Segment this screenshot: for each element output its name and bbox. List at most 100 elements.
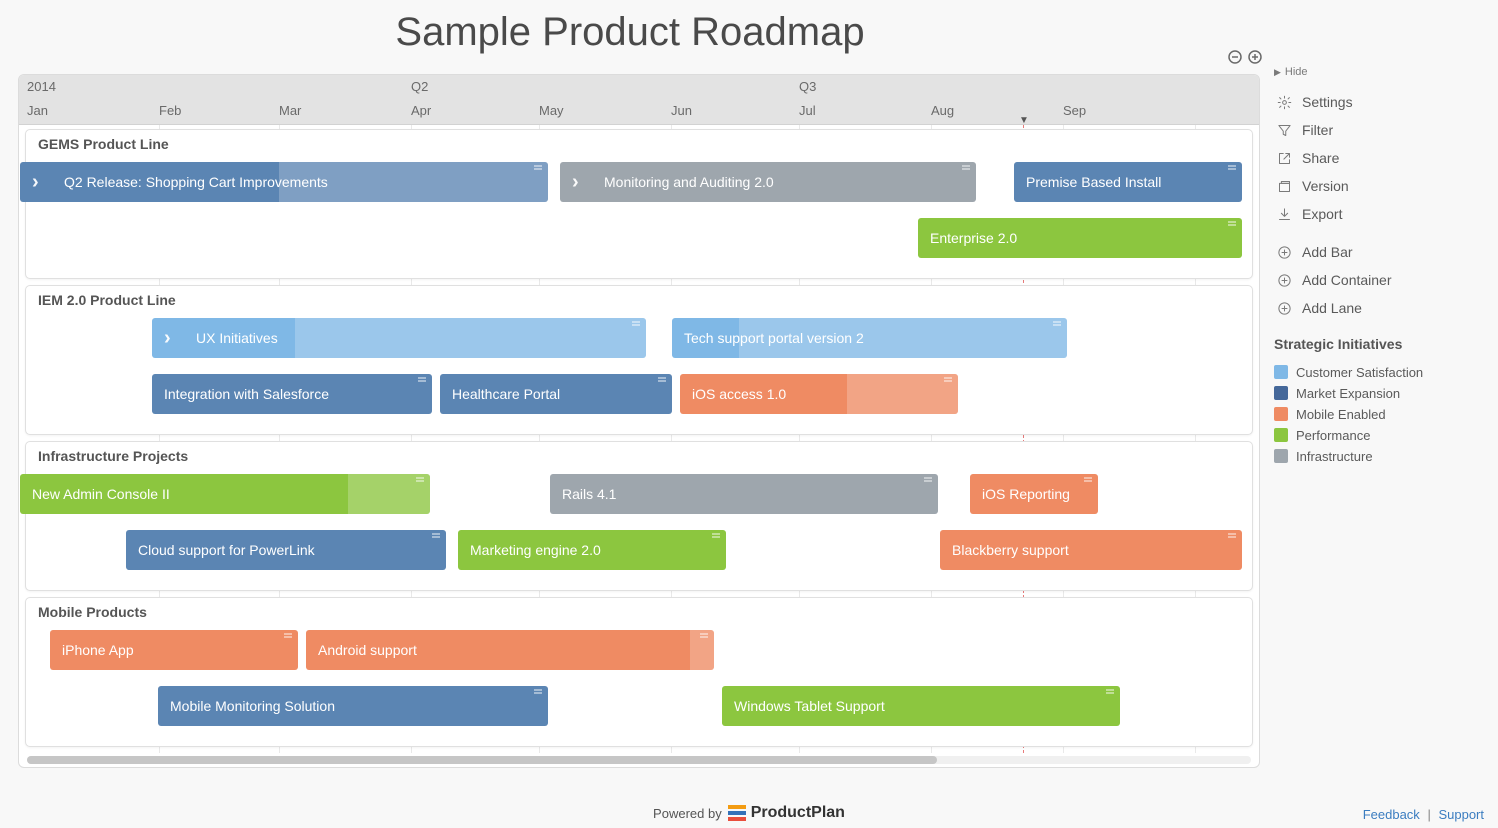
roadmap-bar[interactable]: Marketing engine 2.0 — [458, 530, 726, 570]
drag-handle-icon[interactable] — [416, 477, 424, 483]
month-label: Jun — [671, 103, 692, 118]
drag-handle-icon[interactable] — [962, 165, 970, 171]
roadmap-bar[interactable]: iPhone App — [50, 630, 298, 670]
footer-separator: | — [1427, 807, 1430, 822]
sidebar-item-version[interactable]: Version — [1272, 172, 1482, 200]
roadmap-bar[interactable]: ›Monitoring and Auditing 2.0 — [560, 162, 976, 202]
sidebar-item-label: Version — [1302, 178, 1349, 194]
drag-handle-icon[interactable] — [432, 533, 440, 539]
timeline-body: GEMS Product Line ›Q2 Release: Shopping C… — [19, 125, 1259, 753]
sidebar-item-label: Add Container — [1302, 272, 1392, 288]
drag-handle-icon[interactable] — [1228, 165, 1236, 171]
sidebar-item-add-bar[interactable]: Add Bar — [1272, 238, 1482, 266]
drag-handle-icon[interactable] — [944, 377, 952, 383]
sidebar-item-label: Settings — [1302, 94, 1353, 110]
drag-handle-icon[interactable] — [534, 689, 542, 695]
footer-links: Feedback | Support — [1363, 807, 1484, 822]
bar-label: Mobile Monitoring Solution — [170, 698, 335, 714]
sidebar-item-add-container[interactable]: Add Container — [1272, 266, 1482, 294]
drag-handle-icon[interactable] — [700, 633, 708, 639]
drag-handle-icon[interactable] — [534, 165, 542, 171]
roadmap-bar[interactable]: Tech support portal version 2 — [672, 318, 1067, 358]
sidebar-item-settings[interactable]: Settings — [1272, 88, 1482, 116]
sidebar-item-export[interactable]: Export — [1272, 200, 1482, 228]
roadmap-bar[interactable]: iOS access 1.0 — [680, 374, 958, 414]
drag-handle-icon[interactable] — [1106, 689, 1114, 695]
roadmap-bar[interactable]: Mobile Monitoring Solution — [158, 686, 548, 726]
drag-handle-icon[interactable] — [1228, 221, 1236, 227]
zoom-in-button[interactable] — [1248, 50, 1264, 64]
month-label: Jan — [27, 103, 48, 118]
sidebar-menu: Settings FilterShare Version Export — [1272, 88, 1482, 228]
legend-label: Customer Satisfaction — [1296, 365, 1423, 380]
roadmap-bar[interactable]: Blackberry support — [940, 530, 1242, 570]
legend-label: Mobile Enabled — [1296, 407, 1386, 422]
legend-swatch — [1274, 365, 1288, 379]
sidebar-item-add-lane[interactable]: Add Lane — [1272, 294, 1482, 322]
chevron-right-icon: ▶ — [1274, 67, 1281, 78]
roadmap-bar[interactable]: Premise Based Install — [1014, 162, 1242, 202]
drag-handle-icon[interactable] — [1053, 321, 1061, 327]
timeline-year-label: 2014 — [27, 79, 56, 94]
chevron-right-icon: › — [32, 171, 54, 194]
legend-item[interactable]: Customer Satisfaction — [1272, 362, 1482, 383]
roadmap-bar[interactable]: iOS Reporting — [970, 474, 1098, 514]
lane-infra: Infrastructure ProjectsNew Admin Console… — [25, 441, 1253, 591]
roadmap-bar[interactable]: New Admin Console II — [20, 474, 430, 514]
legend: Customer Satisfaction Market Expansion Mob… — [1272, 362, 1482, 467]
legend-label: Infrastructure — [1296, 449, 1373, 464]
roadmap-bar[interactable]: Rails 4.1 — [550, 474, 938, 514]
legend-item[interactable]: Infrastructure — [1272, 446, 1482, 467]
bar-label: Monitoring and Auditing 2.0 — [604, 174, 774, 190]
support-link[interactable]: Support — [1438, 807, 1484, 822]
timeline-header: 2014 JanFebMarQ2AprMayJunQ3JulAugSep▼ — [19, 75, 1259, 125]
lane-gems: GEMS Product Line›Q2 Release: Shopping C… — [25, 129, 1253, 279]
bar-label: Marketing engine 2.0 — [470, 542, 601, 558]
zoom-out-button[interactable] — [1228, 50, 1244, 64]
bar-label: Rails 4.1 — [562, 486, 616, 502]
bar-label: Tech support portal version 2 — [684, 330, 864, 346]
roadmap-bar[interactable]: Healthcare Portal — [440, 374, 672, 414]
hide-sidebar-button[interactable]: ▶ Hide — [1274, 66, 1482, 78]
roadmap-bar[interactable]: Cloud support for PowerLink — [126, 530, 446, 570]
drag-handle-icon[interactable] — [1084, 477, 1092, 483]
roadmap-bar[interactable]: ›UX Initiatives — [152, 318, 646, 358]
legend-swatch — [1274, 428, 1288, 442]
drag-handle-icon[interactable] — [924, 477, 932, 483]
legend-item[interactable]: Performance — [1272, 425, 1482, 446]
productplan-logo[interactable]: ProductPlan — [728, 804, 845, 822]
quarter-label: Q2 — [411, 79, 428, 94]
sidebar-item-filter[interactable]: Filter — [1272, 116, 1482, 144]
plus-icon — [1276, 272, 1292, 288]
bar-label: Enterprise 2.0 — [930, 230, 1017, 246]
legend-item[interactable]: Mobile Enabled — [1272, 404, 1482, 425]
logo-bar — [728, 817, 746, 821]
horizontal-scrollbar[interactable] — [27, 756, 1251, 764]
sidebar-item-label: Export — [1302, 206, 1342, 222]
roadmap-bar[interactable]: Windows Tablet Support — [722, 686, 1120, 726]
roadmap-bar[interactable]: ›Q2 Release: Shopping Cart Improvements — [20, 162, 548, 202]
lane-title: IEM 2.0 Product Line — [38, 292, 176, 308]
sidebar-item-label: Add Lane — [1302, 300, 1362, 316]
lane-title: GEMS Product Line — [38, 136, 169, 152]
drag-handle-icon[interactable] — [712, 533, 720, 539]
drag-handle-icon[interactable] — [284, 633, 292, 639]
drag-handle-icon[interactable] — [1228, 533, 1236, 539]
drag-handle-icon[interactable] — [658, 377, 666, 383]
version-icon — [1276, 178, 1292, 194]
lane-mobile: Mobile ProductsiPhone AppAndroid support… — [25, 597, 1253, 747]
drag-handle-icon[interactable] — [418, 377, 426, 383]
roadmap-bar[interactable]: Integration with Salesforce — [152, 374, 432, 414]
drag-handle-icon[interactable] — [632, 321, 640, 327]
legend-swatch — [1274, 449, 1288, 463]
sidebar-item-share[interactable]: Share — [1272, 144, 1482, 172]
bar-label: Android support — [318, 642, 417, 658]
scrollbar-thumb[interactable] — [27, 756, 937, 764]
legend-item[interactable]: Market Expansion — [1272, 383, 1482, 404]
bar-label: iOS access 1.0 — [692, 386, 786, 402]
roadmap-bar[interactable]: Android support — [306, 630, 714, 670]
feedback-link[interactable]: Feedback — [1363, 807, 1420, 822]
roadmap-bar[interactable]: Enterprise 2.0 — [918, 218, 1242, 258]
bar-label: Blackberry support — [952, 542, 1069, 558]
logo-bar — [728, 805, 746, 809]
